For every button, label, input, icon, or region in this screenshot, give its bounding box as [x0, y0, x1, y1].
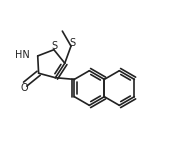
Text: O: O	[20, 83, 28, 93]
Text: HN: HN	[15, 50, 29, 60]
Text: S: S	[52, 41, 58, 51]
Text: S: S	[69, 38, 75, 48]
